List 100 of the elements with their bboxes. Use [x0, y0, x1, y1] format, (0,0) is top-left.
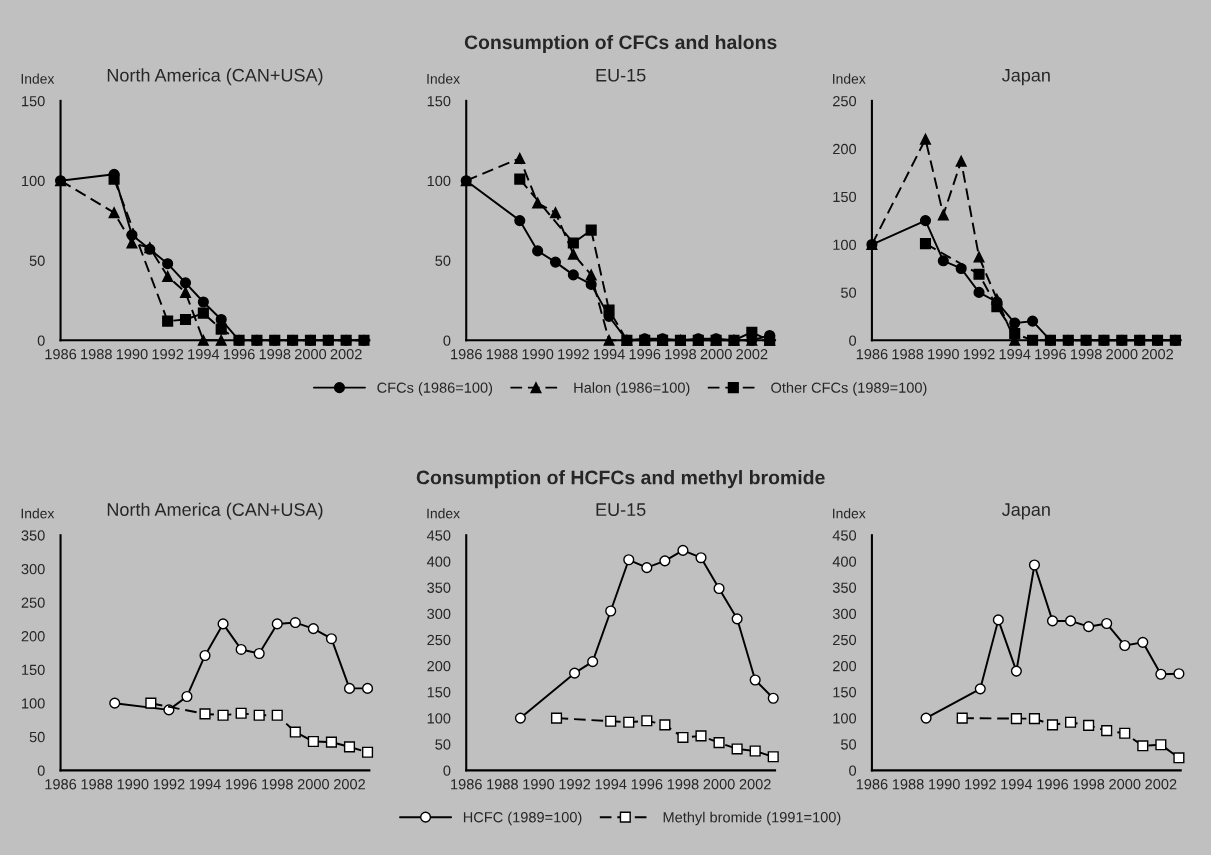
x-tick-label: 1996 [226, 779, 257, 790]
x-tick-label: 1990 [116, 349, 148, 360]
x-tick-label: 1990 [929, 779, 960, 790]
y-tick-label: 0 [37, 765, 45, 776]
x-tick-label: 1996 [629, 349, 661, 360]
y-tick-label: 350 [832, 582, 857, 593]
y-tick-label: 50 [841, 287, 857, 298]
x-tick-label: 2000 [1106, 349, 1138, 360]
x-tick-label: 1986 [45, 779, 77, 790]
x-tick-label: 1992 [153, 779, 185, 790]
x-tick-label: 1986 [451, 349, 482, 360]
y-tick-label: 0 [37, 335, 45, 346]
y-tick-label: 50 [435, 739, 451, 750]
x-tick-label: 1994 [188, 349, 220, 360]
chart-title: Japan [1002, 503, 1050, 520]
y-tick-label: 100 [427, 713, 451, 724]
x-tick-label: 1996 [1037, 779, 1069, 790]
x-tick-label: 2002 [1142, 349, 1174, 360]
legend-label: Methyl bromide (1991=100) [663, 811, 841, 826]
y-axis-title: Index [21, 508, 55, 519]
x-tick-label: 1990 [522, 349, 554, 360]
y-tick-label: 150 [22, 95, 45, 107]
y-tick-label: 450 [832, 530, 857, 541]
y-axis-title: Index [427, 73, 460, 84]
y-tick-label: 200 [427, 660, 451, 672]
y-tick-label: 400 [426, 556, 451, 567]
y-tick-label: 250 [427, 634, 451, 646]
y-tick-label: 200 [21, 631, 45, 642]
x-tick-label: 2002 [739, 779, 771, 790]
legend-label: HCFC (1989=100) [463, 811, 582, 826]
x-tick-label: 1994 [595, 779, 627, 790]
x-tick-label: 1996 [1035, 349, 1066, 360]
x-tick-label: 1998 [259, 349, 291, 360]
chart-title: Japan [1002, 69, 1050, 86]
y-tick-label: 50 [29, 731, 45, 743]
y-axis-title: Index [833, 508, 866, 519]
x-tick-label: 2002 [1145, 779, 1177, 790]
y-tick-label: 300 [427, 608, 451, 620]
x-tick-label: 2002 [334, 779, 365, 790]
x-tick-label: 1994 [593, 349, 625, 360]
x-tick-label: 1986 [45, 349, 77, 360]
y-axis-title: Index [427, 508, 460, 519]
y-axis-title: Index [21, 73, 55, 84]
x-tick-label: 1986 [856, 779, 888, 790]
y-tick-label: 0 [849, 335, 857, 346]
y-tick-label: 350 [21, 530, 45, 541]
y-tick-label: 300 [832, 608, 857, 620]
x-tick-label: 1988 [81, 779, 113, 790]
chart-title: EU-15 [596, 503, 646, 516]
x-tick-label: 1988 [892, 779, 924, 790]
y-tick-label: 400 [832, 556, 857, 567]
y-tick-label: 150 [427, 687, 451, 698]
y-tick-label: 150 [833, 191, 857, 203]
y-tick-label: 0 [443, 765, 451, 776]
y-tick-label: 100 [427, 175, 451, 187]
y-tick-label: 350 [427, 582, 451, 593]
text: Consumption of CFCs and halons [464, 34, 777, 54]
chart-title: North America (CAN+USA) [107, 68, 323, 86]
x-tick-label: 2000 [703, 779, 735, 790]
x-tick-label: 1990 [928, 349, 959, 360]
text: Consumption of HCFCs and methyl bromide [416, 470, 825, 489]
x-tick-label: 2000 [700, 349, 732, 360]
y-tick-label: 50 [841, 739, 857, 750]
y-tick-label: 150 [22, 664, 45, 676]
x-tick-label: 1990 [523, 779, 555, 790]
x-tick-label: 1998 [1073, 779, 1105, 790]
y-tick-label: 0 [443, 335, 451, 346]
y-tick-label: 250 [21, 597, 45, 608]
x-tick-label: 2000 [297, 779, 330, 790]
x-tick-label: 1992 [963, 349, 995, 360]
x-tick-label: 1998 [667, 779, 699, 790]
x-tick-label: 1988 [486, 349, 518, 360]
x-tick-label: 1994 [189, 779, 221, 790]
y-tick-label: 100 [833, 239, 857, 250]
x-tick-label: 1988 [81, 349, 112, 360]
x-tick-label: 2000 [294, 349, 327, 360]
x-tick-label: 1990 [117, 779, 149, 790]
legend-label: Other CFCs (1989=100) [771, 382, 927, 396]
y-tick-label: 50 [435, 255, 451, 266]
y-tick-label: 450 [426, 530, 451, 541]
x-tick-label: 1988 [487, 779, 518, 790]
x-tick-label: 1986 [856, 349, 888, 360]
legend-label: CFCs (1986=100) [377, 382, 493, 396]
y-tick-label: 250 [833, 95, 857, 107]
y-tick-label: 100 [22, 698, 45, 709]
y-axis-title: Index [833, 73, 866, 84]
x-tick-label: 1996 [631, 779, 663, 790]
x-tick-label: 1992 [965, 779, 996, 790]
x-tick-label: 1986 [451, 779, 482, 790]
y-tick-label: 100 [22, 175, 45, 187]
legend-label: Halon (1986=100) [574, 382, 690, 396]
x-tick-label: 1994 [1001, 779, 1033, 790]
x-tick-label: 1988 [892, 349, 924, 360]
y-tick-label: 100 [833, 713, 857, 724]
x-tick-label: 1996 [223, 349, 255, 360]
y-tick-label: 200 [833, 660, 857, 672]
y-tick-label: 250 [833, 634, 857, 646]
y-tick-label: 300 [21, 563, 45, 575]
chart-title: EU-15 [596, 69, 646, 82]
x-tick-label: 1994 [999, 349, 1031, 360]
